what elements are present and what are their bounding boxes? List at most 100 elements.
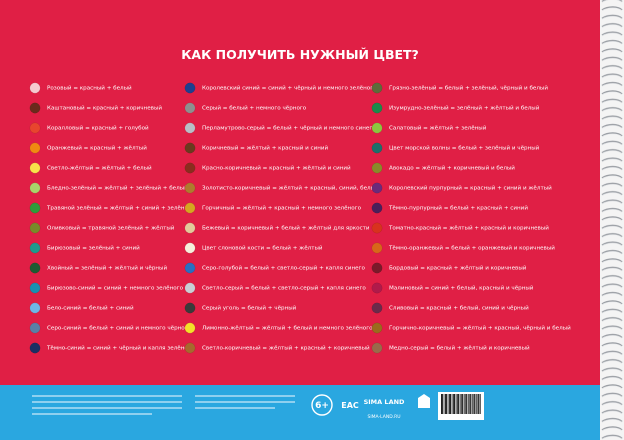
footer: 6+ EAC SIMA LAND SIMA-LAND.RU [32,392,484,420]
age-badge [311,394,333,416]
color-dot [29,322,41,334]
color-dot [371,202,383,214]
title: КАК ПОЛУЧИТЬ НУЖНЫЙ ЦВЕТ? [181,47,419,62]
barcode-bar [449,394,451,414]
barcode-bar [478,394,480,414]
color-dot [371,242,383,254]
barcode-bar [442,394,444,414]
barcode [441,394,481,414]
row-label: Королевский пурпурный = красный + синий … [389,185,552,192]
color-dot [29,102,41,114]
row-label: Коралловый = красный + голубой [47,125,149,132]
row-label: Оливковый = травяной зелёный + жёлтый [47,225,175,232]
row-label: Грязно-зелёный = белый + зелёный, чёрный… [389,85,548,92]
color-dot [184,122,196,134]
row-label: Бирюзово-синий = синий + немного зелёног… [47,285,184,292]
color-dot [184,182,196,194]
color-dot [371,82,383,94]
row-label: Бежевый = коричневый + белый + жёлтый дл… [202,225,370,232]
row-label: Авокадо = жёлтый + коричневый и белый [389,165,515,172]
row-label: Серый уголь = белый + чёрный [202,305,297,312]
row-label: Каштановый = красный + коричневый [47,105,162,112]
barcode-bar [451,394,453,414]
row-label: Оранжевый = красный + жёлтый [47,145,147,152]
eac-mark: EAC [341,401,359,410]
row-label: Малиновый = синий + белый, красный и чёр… [389,285,534,292]
logo-icon [418,394,430,408]
brand-label: SIMA LAND [364,398,405,406]
row-label: Салатовый = жёлтый + зелёный [389,125,487,132]
row-label: Лимонно-жёлтый = жёлтый + белый и немног… [202,325,373,332]
color-dot [371,182,383,194]
color-dot [29,142,41,154]
row-label: Бирюзовый = зелёный + синий [47,245,140,252]
row-label: Медно-серый = белый + жёлтый и коричневы… [389,345,530,352]
barcode-bar [468,394,469,414]
color-dot [29,162,41,174]
fine-print [195,401,295,403]
color-dot [29,242,41,254]
barcode-bar [469,394,471,414]
color-dot [184,142,196,154]
barcode-bar [465,394,467,414]
color-dot [371,302,383,314]
color-dot [371,282,383,294]
row-label: Светло-серый = белый + светло-серый + ка… [202,285,366,292]
row-label: Коричневый = жёлтый + красный и синий [202,145,329,152]
color-dot [29,182,41,194]
color-dot [371,102,383,114]
color-dot [29,122,41,134]
row-label: Серо-синий = белый + синий и немного чёр… [47,325,192,332]
row-label: Серо-голубой = белый + светло-серый + ка… [202,265,365,272]
color-dot [184,242,196,254]
row-label: Цвет морской волны = белый + зелёный и ч… [389,145,540,152]
color-dot [184,302,196,314]
row-label: Тёмно-синий = синий + чёрный и капля зел… [46,345,195,352]
color-dot [371,122,383,134]
barcode-bar [453,394,455,414]
barcode-bar [476,394,477,414]
barcode-bar [474,394,476,414]
color-dot [29,302,41,314]
color-dot [29,82,41,94]
row-label: Бледно-зелёный = жёлтый + зелёный + белы… [47,185,188,192]
color-dot [371,142,383,154]
barcode-bar [443,394,445,414]
color-dot [29,202,41,214]
color-list: Розовый = красный + белый Каштановый = кр… [29,82,571,354]
color-dot [184,282,196,294]
row-label: Королевский синий = синий + чёрный и нем… [202,85,377,92]
color-dot [29,282,41,294]
fine-print [32,407,182,409]
row-label: Сливовый = красный + белый, синий и чёрн… [389,305,529,312]
color-dot [371,342,383,354]
barcode-bar [458,394,460,414]
barcode-bar [446,394,448,414]
row-label: Светло-коричневый = жёлтый + красный + к… [202,345,370,352]
barcode-bar [461,394,463,414]
row-label: Золотисто-коричневый = жёлтый + красный,… [202,185,379,192]
row-label: Изумрудно-зелёный = зелёный + жёлтый и б… [389,105,540,112]
barcode-bar [480,394,481,414]
barcode-bar [462,394,464,414]
barcode-bar [472,394,473,414]
barcode-bar [466,394,468,414]
blue-strip [0,385,600,440]
barcode-bar [459,394,461,414]
color-dot [371,262,383,274]
barcode-bar [445,394,447,414]
row-label: Цвет слоновой кости = белый + жёлтый [202,245,323,252]
fine-print [195,407,275,409]
row-label: Хвойный = зелёный + жёлтый и чёрный [47,265,167,272]
barcode-bar [477,394,479,414]
barcode-bar [463,394,465,414]
row-label: Светло-жёлтый = жёлтый + белый [47,165,152,172]
color-dot [184,202,196,214]
fine-print [32,401,182,403]
row-label: Томатно-красный = жёлтый + красный и кор… [388,225,549,232]
barcode-box [438,392,484,420]
color-dot [184,82,196,94]
color-dot [184,262,196,274]
